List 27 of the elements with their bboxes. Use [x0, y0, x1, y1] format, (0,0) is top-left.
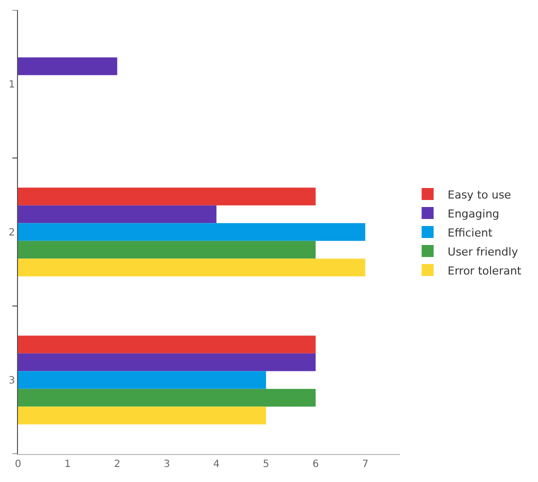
y-tick-label: 1 — [8, 80, 15, 90]
legend-label: User friendly — [448, 245, 518, 258]
x-tick-label: 4 — [213, 459, 220, 470]
y-tick-label: 3 — [8, 376, 15, 386]
bar — [18, 205, 216, 224]
bar — [18, 406, 266, 424]
bar — [18, 223, 366, 241]
bar — [18, 353, 316, 372]
y-tick-label: 2 — [8, 228, 15, 238]
bar — [18, 240, 316, 259]
x-tick-label: 2 — [114, 459, 120, 470]
x-tick-label: 1 — [64, 459, 71, 470]
x-tick-label: 5 — [262, 459, 270, 470]
x-tick-label: 0 — [14, 459, 22, 470]
bar — [18, 388, 316, 407]
x-tick-label: 7 — [362, 459, 368, 470]
x-tick-label: 6 — [312, 459, 319, 470]
legend-label: Easy to use — [448, 188, 512, 202]
bar — [18, 57, 118, 76]
bar — [18, 336, 316, 354]
bar — [18, 188, 316, 206]
bar — [18, 371, 266, 389]
bar — [18, 258, 366, 276]
legend-label: Engaging — [448, 207, 500, 220]
legend-label: Error tolerant — [448, 264, 522, 278]
x-tick-label: 3 — [164, 459, 170, 470]
legend-label: Efficient — [448, 226, 494, 240]
